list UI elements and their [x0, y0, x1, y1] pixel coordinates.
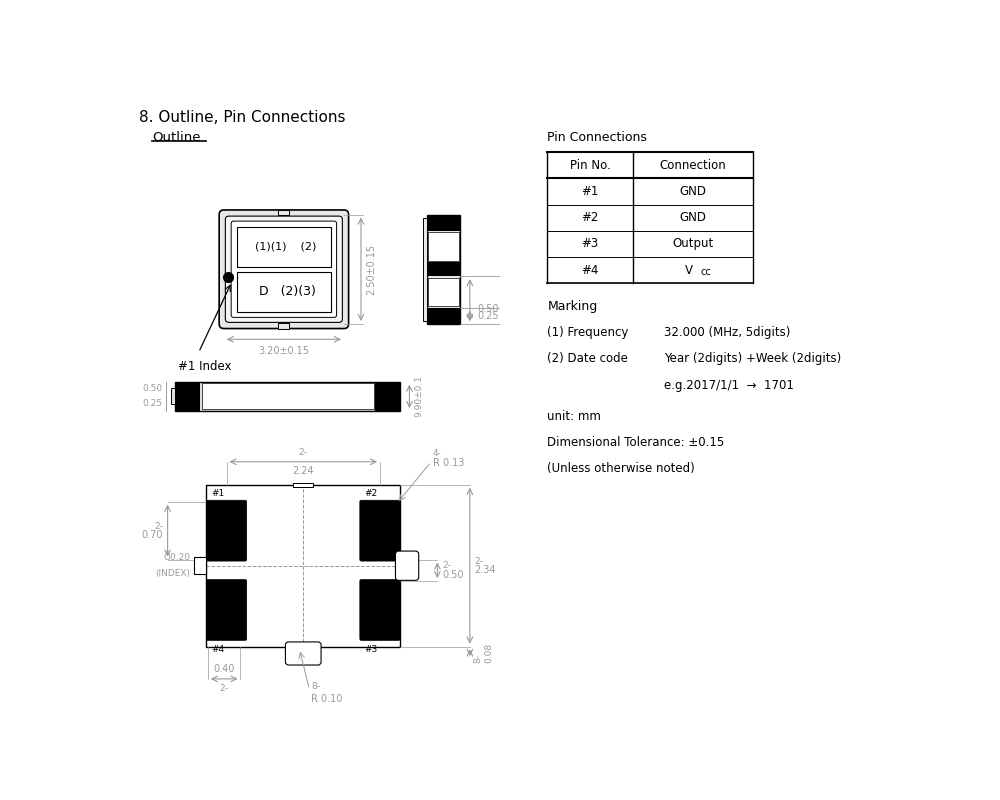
Text: (Unless otherwise noted): (Unless otherwise noted)	[547, 462, 695, 475]
Text: 2-: 2-	[154, 522, 163, 530]
Text: #1: #1	[581, 185, 599, 198]
Text: R 0.10: R 0.10	[311, 694, 342, 704]
Text: D   (2)(3): D (2)(3)	[259, 286, 315, 298]
Text: 0.50: 0.50	[142, 385, 162, 394]
FancyBboxPatch shape	[206, 500, 247, 561]
Text: 2.34: 2.34	[475, 566, 496, 575]
Text: 3.20±0.15: 3.20±0.15	[258, 346, 309, 356]
Text: 8. Outline, Pin Connections: 8. Outline, Pin Connections	[139, 110, 345, 125]
Text: #2: #2	[364, 489, 378, 498]
Text: GND: GND	[679, 185, 706, 198]
Text: R 0.13: R 0.13	[433, 458, 464, 468]
Bar	[427, 214, 460, 324]
Text: (1)(1)    (2): (1)(1) (2)	[255, 242, 316, 252]
Bar	[375, 382, 400, 411]
Text: 32.000 (MHz, 5digits): 32.000 (MHz, 5digits)	[664, 326, 790, 339]
Text: #1 Index: #1 Index	[178, 360, 231, 373]
Text: 0.25: 0.25	[478, 311, 499, 321]
Text: Year (2digits) +Week (2digits): Year (2digits) +Week (2digits)	[664, 353, 841, 366]
Text: 9.90±0.1: 9.90±0.1	[414, 375, 423, 418]
Bar	[175, 382, 400, 411]
Text: Pin No.: Pin No.	[570, 159, 610, 172]
FancyBboxPatch shape	[360, 500, 400, 561]
Text: 4-: 4-	[433, 449, 442, 458]
Text: Connection: Connection	[659, 159, 726, 172]
Bar	[278, 323, 289, 329]
Bar	[278, 210, 289, 215]
Text: Marking: Marking	[547, 300, 598, 313]
FancyBboxPatch shape	[360, 579, 400, 640]
Text: #3: #3	[581, 238, 599, 250]
Bar	[427, 308, 460, 324]
Text: 0.50: 0.50	[442, 570, 463, 580]
Bar	[194, 558, 206, 574]
Text: #1: #1	[211, 489, 224, 498]
Bar	[423, 218, 427, 321]
Bar	[202, 383, 374, 410]
Text: 8-: 8-	[311, 682, 320, 691]
Text: 2-: 2-	[475, 557, 483, 566]
Bar	[293, 482, 313, 487]
Text: V: V	[685, 263, 693, 277]
FancyBboxPatch shape	[206, 579, 247, 640]
Text: #4: #4	[581, 263, 599, 277]
Text: Output: Output	[672, 238, 713, 250]
Text: 2-: 2-	[220, 683, 229, 693]
Bar	[428, 232, 459, 261]
Text: #3: #3	[364, 645, 378, 654]
Text: 0.50: 0.50	[478, 304, 499, 314]
FancyBboxPatch shape	[219, 210, 349, 329]
Text: 2.24: 2.24	[292, 466, 314, 476]
Text: #2: #2	[581, 211, 599, 224]
Text: 0.40: 0.40	[214, 664, 235, 674]
Bar	[175, 382, 200, 411]
Text: (2) Date code: (2) Date code	[547, 353, 628, 366]
Text: 2-: 2-	[299, 448, 308, 457]
Bar	[428, 278, 459, 306]
Text: Dimensional Tolerance: ±0.15: Dimensional Tolerance: ±0.15	[547, 436, 725, 449]
Bar	[171, 388, 175, 404]
FancyBboxPatch shape	[225, 216, 342, 322]
Text: cc: cc	[700, 267, 711, 277]
Bar	[237, 271, 331, 312]
Text: e.g.2017/1/1  →  1701: e.g.2017/1/1 → 1701	[664, 378, 794, 391]
Bar	[237, 226, 331, 267]
Text: Pin Connections: Pin Connections	[547, 130, 647, 144]
Text: (1) Frequency: (1) Frequency	[547, 326, 629, 339]
FancyBboxPatch shape	[395, 551, 419, 580]
Text: 8-
0.08: 8- 0.08	[474, 642, 493, 662]
Text: 2-: 2-	[442, 562, 451, 570]
FancyBboxPatch shape	[231, 221, 337, 318]
Text: 0.25: 0.25	[142, 399, 162, 408]
FancyBboxPatch shape	[285, 642, 321, 665]
Bar	[427, 262, 460, 276]
Text: Outline: Outline	[152, 130, 201, 144]
Text: 0.70: 0.70	[141, 530, 163, 540]
Text: #4: #4	[211, 645, 224, 654]
Text: GND: GND	[679, 211, 706, 224]
Text: unit: mm: unit: mm	[547, 410, 601, 423]
Text: (INDEX): (INDEX)	[155, 569, 190, 578]
Text: 2.50±0.15: 2.50±0.15	[366, 244, 376, 295]
Bar	[206, 485, 400, 646]
Bar	[427, 214, 460, 230]
Text: Õ0.20: Õ0.20	[163, 554, 190, 562]
